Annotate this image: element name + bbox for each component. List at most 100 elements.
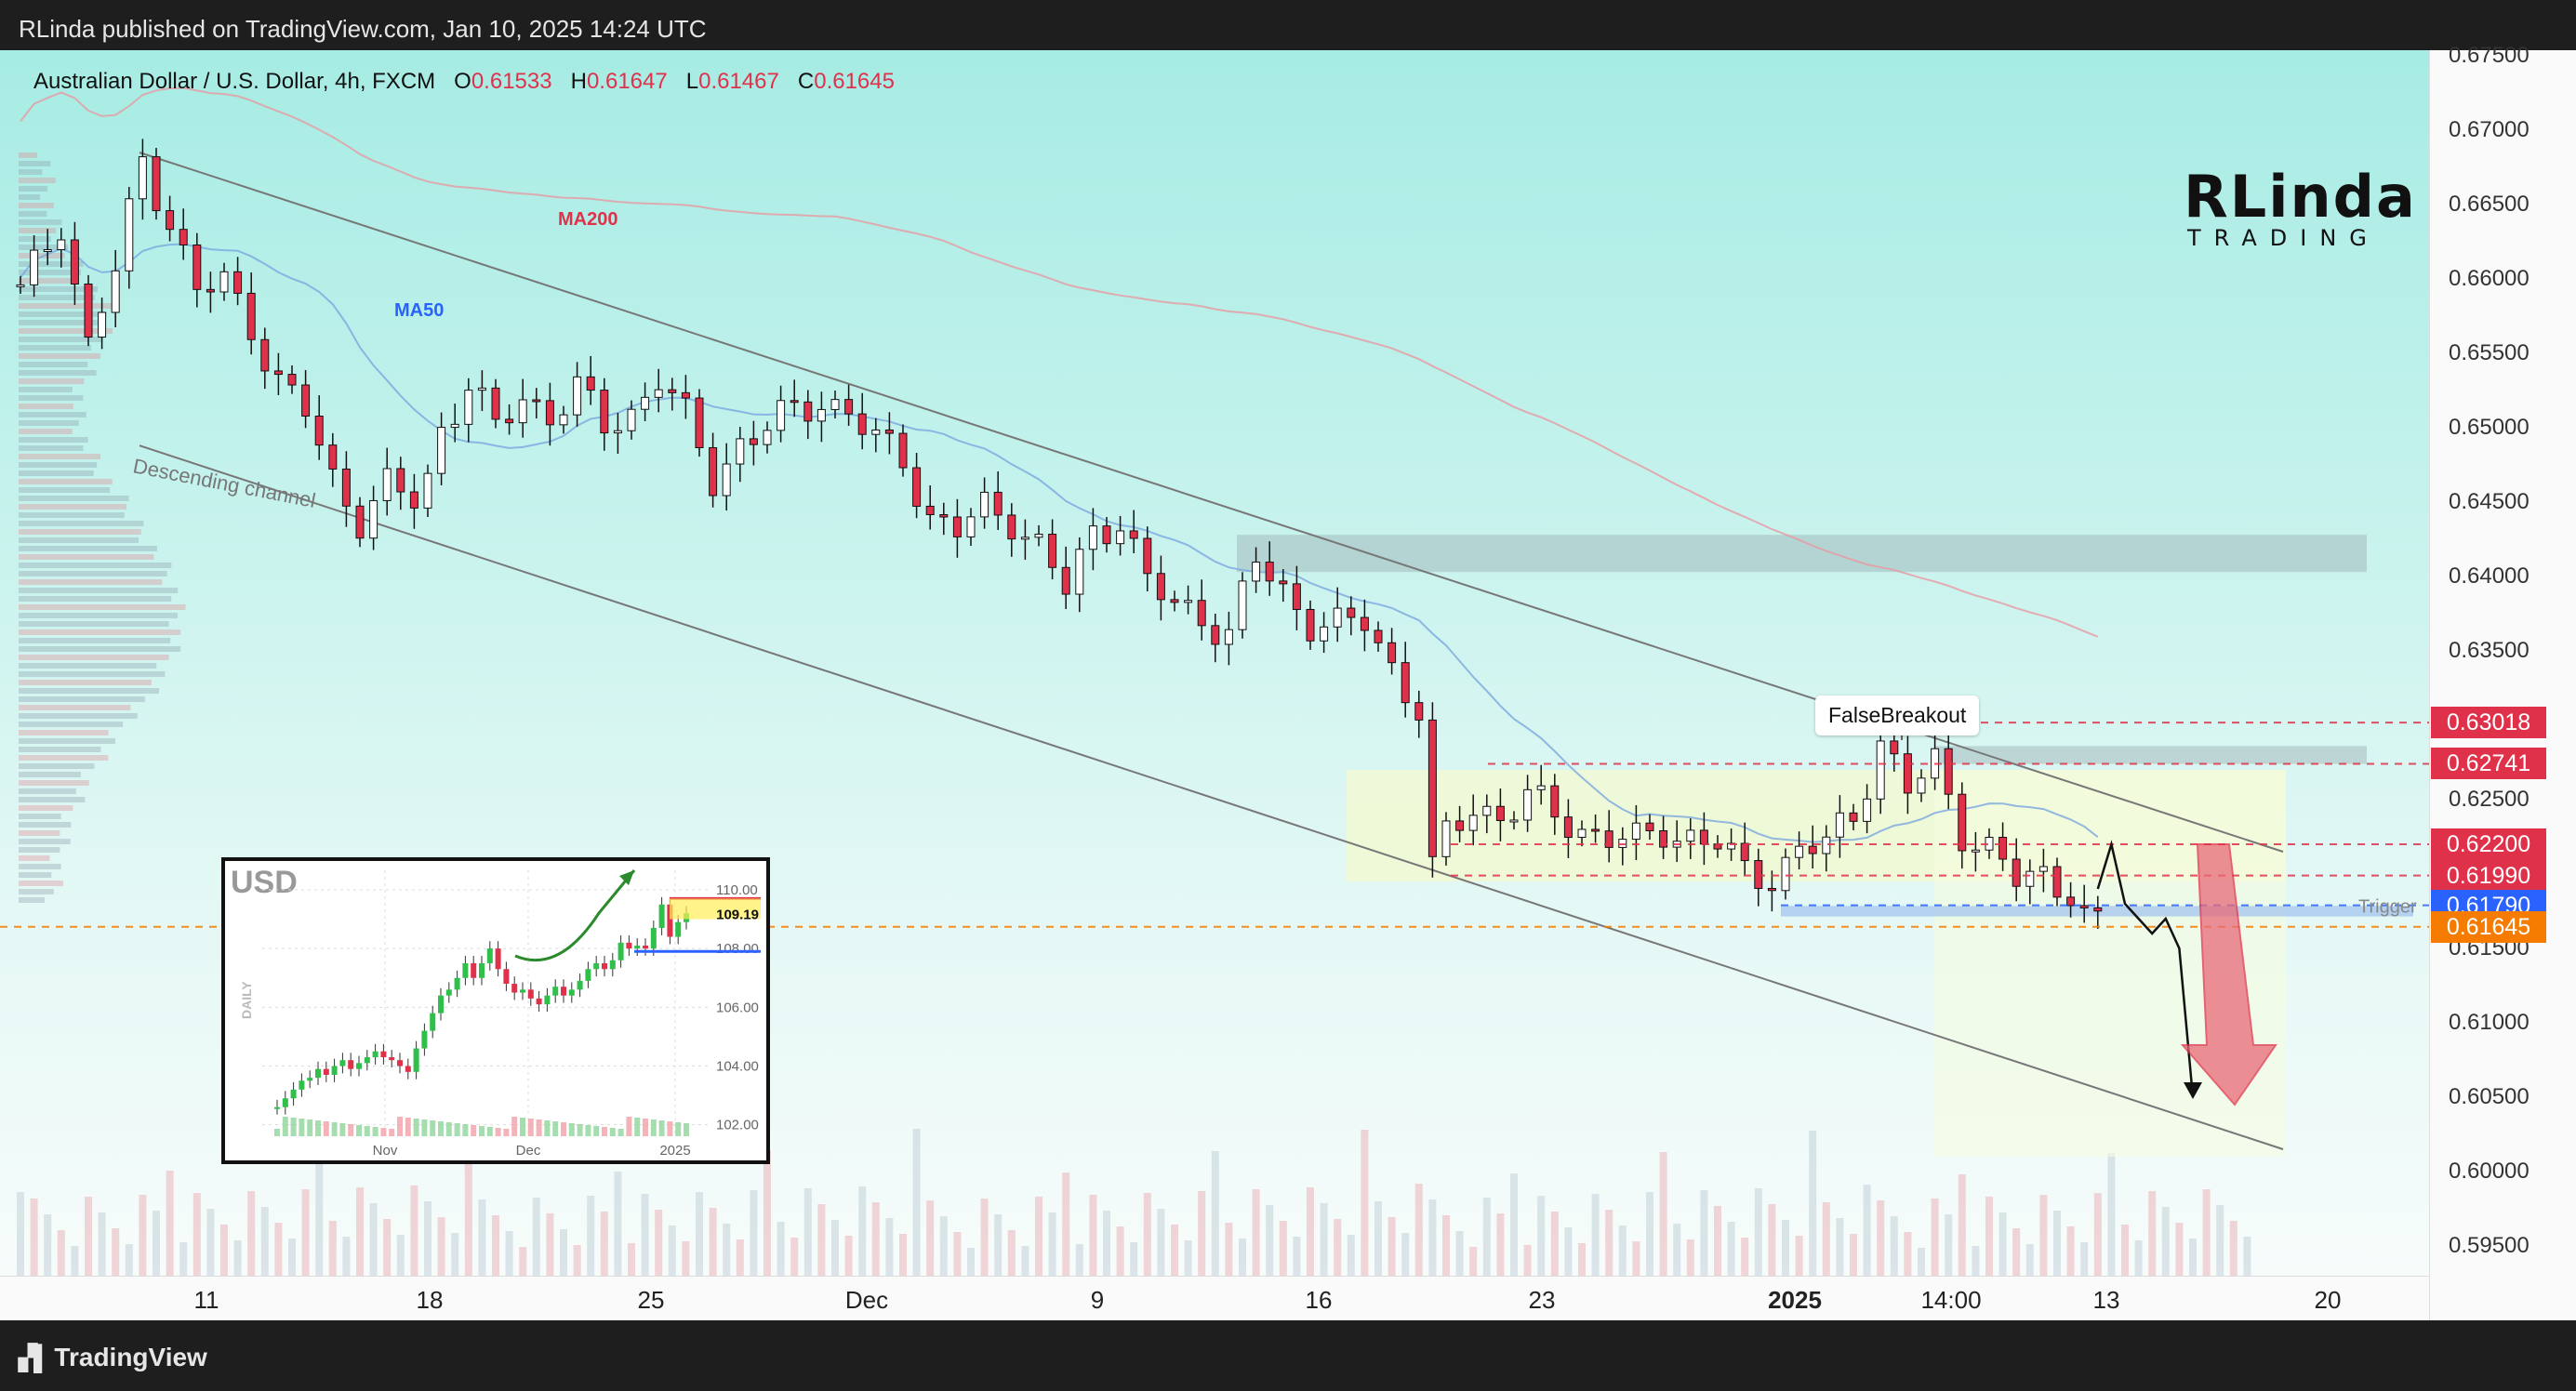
- volume-profile-bar: [19, 194, 40, 200]
- inset-volume-bar: [389, 1129, 395, 1136]
- volume-profile-bar: [19, 897, 45, 903]
- volume-bar: [587, 1196, 595, 1276]
- candle-body: [1265, 562, 1274, 582]
- volume-bar: [1334, 1219, 1342, 1276]
- tradingview-brand[interactable]: ▞▌ TradingView: [19, 1343, 207, 1372]
- bearish-target-arrow: [2180, 843, 2277, 1106]
- candle-body: [1944, 748, 1953, 795]
- volume-bar: [1428, 1199, 1437, 1276]
- candle-body: [1591, 828, 1600, 832]
- candle-body: [1455, 820, 1465, 831]
- volume-bar: [1537, 1196, 1546, 1276]
- inset-candle-body: [430, 1013, 436, 1031]
- time-axis[interactable]: 11 18 25 Dec 9 16 23 2025 14:00 13 20: [0, 1276, 2429, 1321]
- inset-candle-body: [348, 1060, 354, 1069]
- inset-candle-body: [405, 1066, 411, 1072]
- volume-bar: [573, 1245, 581, 1276]
- candle-body: [993, 491, 1003, 516]
- inset-volume-bar: [397, 1117, 403, 1136]
- price-tick-label: 0.66000: [2449, 266, 2530, 291]
- volume-bar: [1116, 1226, 1124, 1276]
- inset-volume-bar: [617, 1129, 624, 1136]
- candle-body: [668, 389, 677, 393]
- volume-profile-bar: [19, 822, 72, 828]
- open-label: O: [454, 69, 471, 94]
- volume-bar: [1686, 1239, 1694, 1276]
- volume-bar: [1211, 1151, 1219, 1276]
- volume-bar: [1307, 1187, 1314, 1276]
- candle-body: [152, 156, 161, 212]
- volume-profile-bar: [19, 797, 86, 802]
- time-tick-label: 16: [1305, 1286, 1333, 1314]
- volume-profile-bar: [19, 755, 109, 761]
- inset-volume-bar: [299, 1119, 305, 1136]
- candle-body: [2079, 905, 2089, 908]
- volume-bar: [1239, 1239, 1246, 1276]
- volume-profile-bar: [19, 537, 139, 543]
- volume-bar: [1822, 1202, 1830, 1276]
- volume-bar: [57, 1230, 65, 1276]
- price-level-tag: 0.61990: [2431, 859, 2546, 892]
- inset-candle-body: [643, 945, 648, 949]
- volume-bar: [451, 1233, 459, 1276]
- volume-profile-bar: [19, 696, 145, 702]
- volume-profile-bar: [19, 161, 51, 166]
- candle-body: [1495, 805, 1505, 821]
- inset-candle-body: [617, 942, 624, 960]
- volume-bar: [1809, 1131, 1817, 1276]
- candle-body: [1550, 785, 1560, 818]
- inset-volume-bar: [643, 1119, 648, 1136]
- inset-volume-bar: [454, 1123, 460, 1136]
- volume-bar: [994, 1214, 1003, 1276]
- volume-bar: [1469, 1247, 1478, 1276]
- price-axis[interactable]: 0.67500 0.67000 0.66500 0.66000 0.65500 0.650…: [2429, 43, 2576, 1320]
- time-tick-label: 20: [2314, 1286, 2342, 1314]
- inset-volume-bar: [675, 1122, 682, 1136]
- candle-body: [1958, 793, 1967, 852]
- volume-bar: [844, 1236, 853, 1276]
- inset-volume-bar: [331, 1122, 338, 1136]
- volume-bar: [1714, 1206, 1721, 1276]
- candle-body: [84, 283, 93, 338]
- inset-candle-body: [561, 987, 566, 996]
- inset-candle-body: [274, 1106, 280, 1109]
- volume-bar: [328, 1221, 337, 1276]
- volume-bar: [193, 1193, 201, 1276]
- volume-profile-bar: [19, 629, 181, 635]
- inset-volume-bar: [527, 1119, 534, 1136]
- volume-profile-bar: [19, 805, 73, 811]
- tradingview-logo-icon: ▞▌: [19, 1343, 50, 1371]
- candle-body: [287, 374, 297, 386]
- volume-profile-bar: [19, 395, 84, 401]
- inset-volume-bar: [471, 1125, 477, 1136]
- volume-bar: [1890, 1216, 1898, 1276]
- candle-body: [382, 468, 392, 501]
- inset-candle-body: [364, 1057, 370, 1064]
- candle-body: [573, 376, 582, 416]
- volume-profile-bar: [19, 839, 71, 844]
- volume-bar: [1496, 1213, 1505, 1276]
- volume-bar: [1320, 1203, 1328, 1276]
- volume-profile-bar: [19, 219, 62, 225]
- candle-body: [1252, 562, 1261, 582]
- volume-profile-bar: [19, 546, 157, 551]
- candle-body: [437, 427, 446, 474]
- candle-body: [1686, 829, 1695, 842]
- volume-bar: [1143, 1193, 1151, 1276]
- inset-candle-body: [568, 989, 575, 996]
- candle-body: [1075, 549, 1084, 595]
- inset-volume-bar: [290, 1118, 297, 1136]
- inset-trend-arrow-line: [514, 869, 636, 962]
- candle-body: [423, 472, 432, 509]
- candle-body: [803, 401, 813, 422]
- time-tick-label: 2025: [1768, 1286, 1822, 1314]
- price-level-tag: 0.63018: [2431, 707, 2546, 739]
- inset-volume-bar: [667, 1121, 673, 1136]
- inset-candle-body: [315, 1068, 321, 1079]
- candle-body: [1347, 607, 1356, 618]
- price-level-tag: 0.62200: [2431, 828, 2546, 860]
- volume-bar: [1741, 1238, 1749, 1276]
- volume-bar: [2012, 1228, 2021, 1276]
- candle-body: [1388, 642, 1397, 664]
- volume-profile-bar: [19, 705, 131, 710]
